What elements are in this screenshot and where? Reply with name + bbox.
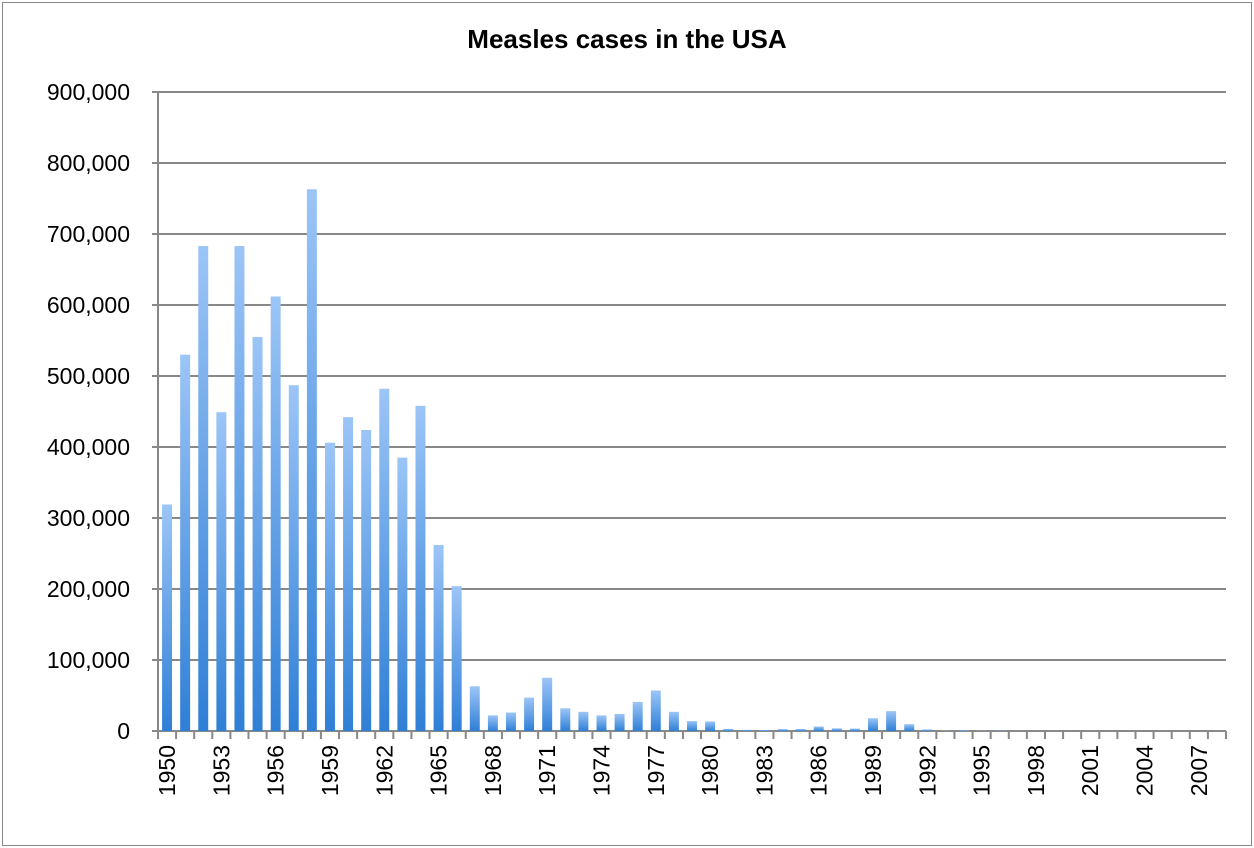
bar-1991 — [904, 724, 915, 731]
x-tick-label: 1971 — [534, 745, 560, 796]
bar-1967 — [469, 686, 480, 731]
x-tick-label: 1980 — [697, 745, 723, 796]
bar-1979 — [687, 721, 697, 731]
x-tick-label: 1986 — [806, 745, 832, 796]
bar-1974 — [596, 715, 607, 731]
x-tick-label: 1983 — [751, 745, 777, 796]
x-tick-label: 1962 — [371, 745, 397, 796]
x-tick-label: 2004 — [1132, 745, 1158, 796]
x-tick-label: 1974 — [588, 745, 614, 796]
bar-1969 — [506, 712, 516, 731]
bar-1957 — [288, 385, 299, 731]
bar-1985 — [795, 729, 806, 731]
bar-1994 — [958, 730, 969, 731]
x-tick-label: 1968 — [480, 745, 506, 796]
x-tick-label: 1998 — [1023, 745, 1049, 796]
bar-1978 — [668, 711, 679, 731]
bar-1972 — [560, 708, 571, 731]
bar-1981 — [723, 728, 734, 731]
x-tick-label: 1965 — [426, 745, 452, 796]
bar-1989 — [868, 718, 878, 731]
bar-1987 — [831, 728, 842, 731]
y-tick-label: 500,000 — [47, 363, 130, 389]
bar-1956 — [270, 296, 281, 731]
bar-1958 — [306, 189, 317, 731]
bar-1976 — [632, 701, 643, 731]
bar-1975 — [614, 713, 625, 731]
y-tick-label: 100,000 — [47, 647, 130, 673]
y-tick-label: 300,000 — [47, 505, 130, 531]
bar-1966 — [451, 586, 462, 731]
x-tick-label: 2007 — [1186, 745, 1212, 796]
bar-1964 — [415, 405, 426, 731]
bar-1968 — [487, 715, 498, 731]
y-tick-label: 900,000 — [47, 79, 130, 105]
chart-title: Measles cases in the USA — [467, 24, 787, 54]
bar-1977 — [650, 690, 661, 731]
x-tick-label: 1989 — [860, 745, 886, 796]
bar-1962 — [379, 388, 390, 731]
y-tick-label: 700,000 — [47, 221, 130, 247]
x-tick-label: 2001 — [1077, 745, 1103, 796]
bar-1988 — [849, 728, 860, 731]
bar-1952 — [198, 246, 209, 731]
x-tick-label: 1992 — [914, 745, 940, 796]
bar-1971 — [542, 677, 553, 731]
x-tick-label: 1995 — [969, 745, 995, 796]
y-tick-label: 200,000 — [47, 576, 130, 602]
x-tick-label: 1950 — [154, 745, 180, 796]
bar-1951 — [180, 354, 191, 731]
bar-1960 — [343, 417, 354, 731]
bar-1990 — [886, 711, 897, 731]
bar-1970 — [524, 697, 535, 731]
bar-1986 — [813, 726, 824, 731]
y-tick-label: 800,000 — [47, 150, 130, 176]
bar-1992 — [922, 729, 933, 731]
bar-1984 — [777, 729, 788, 731]
x-tick-label: 1953 — [208, 745, 234, 796]
bar-1954 — [234, 246, 245, 731]
x-tick-label: 1977 — [643, 745, 669, 796]
bar-1950 — [162, 504, 173, 731]
bar-1955 — [252, 336, 263, 731]
bar-1963 — [397, 457, 408, 731]
bar-1953 — [216, 412, 227, 731]
x-tick-label: 1956 — [263, 745, 289, 796]
bar-1973 — [578, 711, 589, 731]
bar-1961 — [361, 429, 372, 731]
bar-1959 — [324, 442, 335, 731]
y-tick-label: 0 — [117, 718, 130, 744]
bar-1980 — [705, 721, 716, 731]
y-tick-label: 600,000 — [47, 292, 130, 318]
bar-1982 — [741, 729, 752, 731]
bar-1965 — [433, 544, 444, 731]
bar-1983 — [759, 729, 770, 731]
y-tick-label: 400,000 — [47, 434, 130, 460]
x-tick-label: 1959 — [317, 745, 343, 796]
